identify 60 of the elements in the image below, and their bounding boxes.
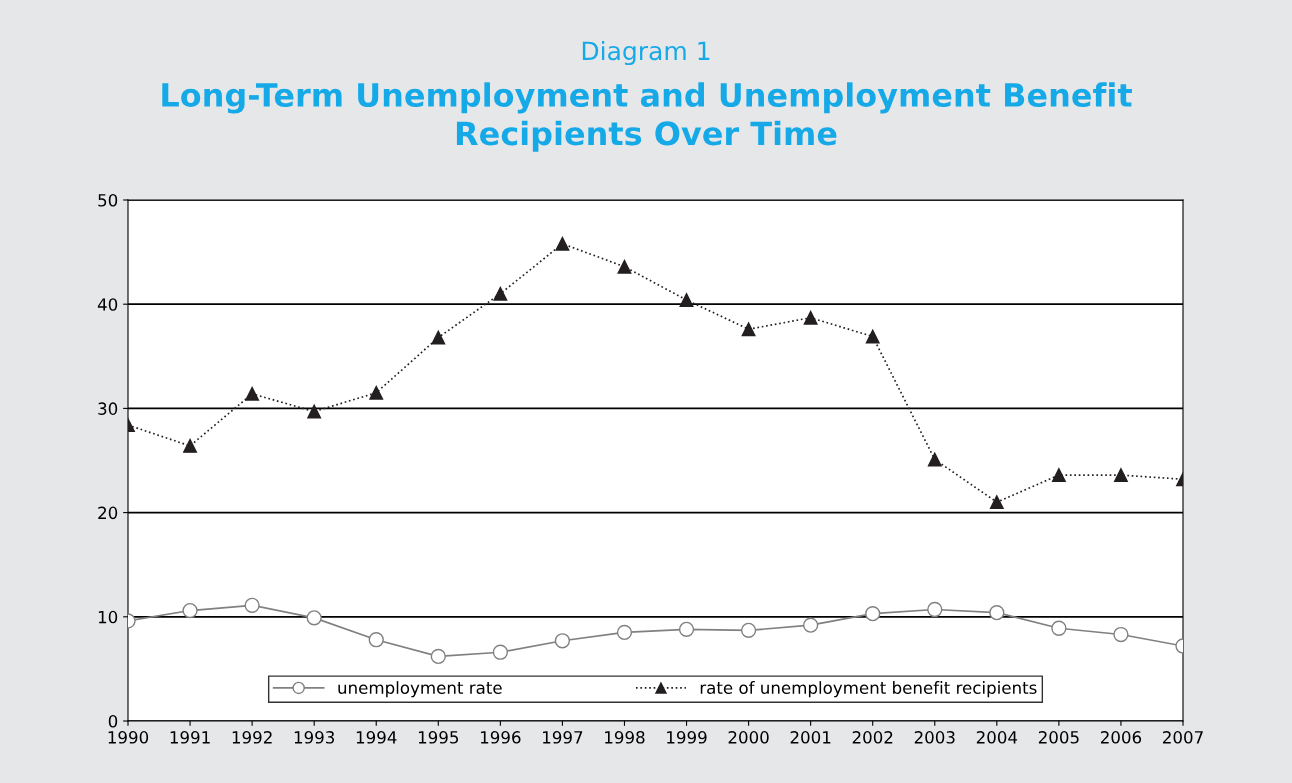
- point: [182, 602, 198, 619]
- point: [740, 622, 757, 638]
- point: [555, 236, 570, 251]
- point: [430, 648, 446, 665]
- x-tick-label: 1994: [356, 731, 397, 744]
- point: [244, 597, 260, 613]
- x-tick-label: 2001: [790, 731, 831, 744]
- point: [307, 404, 322, 419]
- point: [1051, 468, 1066, 483]
- point: [1113, 468, 1128, 483]
- x-tick-label: 2005: [1038, 731, 1079, 744]
- x-tick-label: 1999: [667, 731, 707, 744]
- point: [616, 624, 633, 641]
- point: [183, 438, 198, 453]
- x-tick-label: 2006: [1100, 731, 1142, 744]
- point: [989, 495, 1004, 510]
- point: [803, 617, 819, 633]
- point: [989, 604, 1005, 621]
- point: [678, 621, 695, 637]
- x-tick-label: 1990: [108, 731, 149, 744]
- y-tick-label: 0: [108, 714, 118, 728]
- point: [369, 385, 384, 400]
- x-tick-label: 2000: [728, 731, 769, 744]
- point: [741, 322, 756, 337]
- point: [492, 644, 508, 660]
- chart-title: Long-Term Unemployment and Unemployment Benefit Recipients Over Time: [162, 82, 1132, 152]
- point: [679, 293, 694, 307]
- point: [927, 601, 943, 618]
- y-tick-label: 10: [98, 610, 118, 624]
- point: [1113, 626, 1129, 643]
- y-tick-label: 40: [97, 298, 118, 311]
- chart-subtitle: Diagram 1: [582, 40, 710, 66]
- point: [803, 310, 818, 325]
- point: [927, 452, 942, 467]
- x-tick-label: 1998: [605, 731, 645, 744]
- point: [493, 286, 508, 301]
- point: [865, 606, 881, 622]
- x-tick-label: 2002: [852, 731, 893, 744]
- x-tick-label: 2004: [976, 731, 1018, 744]
- legend-label: unemployment rate: [338, 681, 502, 698]
- point: [554, 633, 571, 649]
- x-tick-label: 1995: [418, 731, 459, 744]
- x-tick-label: 1996: [480, 731, 521, 744]
- x-tick-label: 1992: [232, 731, 272, 744]
- legend-label: rate of unemployment benefit recipients: [700, 681, 1037, 698]
- x-tick-label: 1997: [543, 731, 583, 744]
- point: [1051, 620, 1067, 636]
- x-tick-label: 1991: [170, 731, 210, 744]
- x-tick-label: 1993: [294, 731, 335, 744]
- x-tick-label: 2003: [914, 731, 955, 744]
- point: [245, 386, 260, 401]
- point: [865, 329, 880, 344]
- point: [368, 632, 384, 648]
- x-tick-label: 2007: [1163, 731, 1203, 744]
- point: [431, 330, 446, 345]
- y-tick-label: 50: [98, 193, 118, 207]
- point: [306, 610, 322, 626]
- y-tick-label: 30: [98, 402, 118, 415]
- point: [617, 259, 632, 274]
- y-tick-label: 20: [98, 506, 118, 520]
